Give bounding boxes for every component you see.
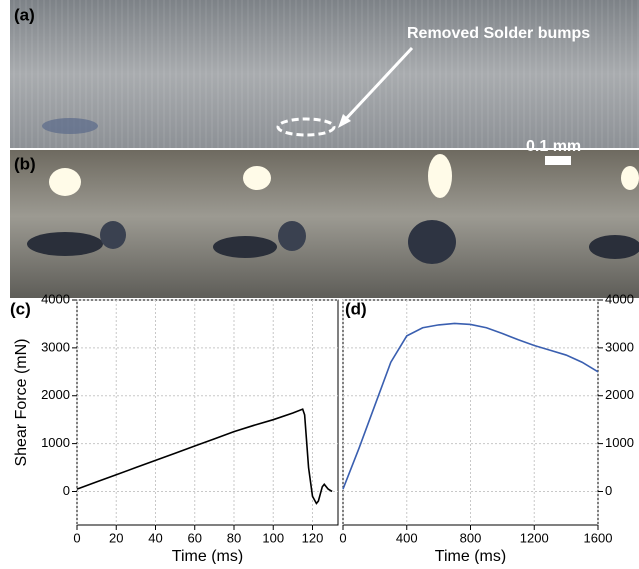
- x-tick-label: 120: [302, 530, 324, 545]
- y-tick-label: 2000: [41, 387, 70, 402]
- y-tick-label: 3000: [41, 339, 70, 354]
- y-tick-label: 4000: [605, 291, 634, 306]
- panel-label: (a): [14, 5, 35, 24]
- y-tick-label: 4000: [41, 291, 70, 306]
- x-tick-label: 1200: [520, 530, 549, 545]
- photo-a: [10, 0, 639, 148]
- y-tick-label: 0: [63, 483, 70, 498]
- panel-label: (d): [345, 299, 367, 318]
- panel-label: (b): [14, 154, 36, 173]
- panel-label: (c): [10, 299, 31, 318]
- y-axis-label: Shear Force (mN): [13, 338, 30, 466]
- scale-bar-label: 0.1 mm: [526, 138, 581, 155]
- y-tick-label: 1000: [605, 435, 634, 450]
- x-axis-label: Time (ms): [172, 548, 243, 564]
- x-tick-label: 40: [148, 530, 162, 545]
- x-tick-label: 800: [460, 530, 482, 545]
- x-tick-label: 100: [262, 530, 284, 545]
- x-tick-label: 80: [227, 530, 241, 545]
- annotation: Removed Solder bumps: [407, 25, 590, 42]
- x-tick-label: 20: [109, 530, 123, 545]
- y-tick-label: 2000: [605, 387, 634, 402]
- x-axis-label: Time (ms): [435, 548, 506, 564]
- y-tick-label: 0: [605, 483, 612, 498]
- x-tick-label: 400: [396, 530, 418, 545]
- x-tick-label: 60: [188, 530, 202, 545]
- y-tick-label: 1000: [41, 435, 70, 450]
- y-tick-label: 3000: [605, 339, 634, 354]
- x-tick-label: 0: [339, 530, 346, 545]
- x-tick-label: 1600: [584, 530, 613, 545]
- data-line: [342, 322, 599, 490]
- x-tick-label: 0: [73, 530, 80, 545]
- photo-b: [10, 150, 639, 298]
- data-line: [76, 408, 333, 505]
